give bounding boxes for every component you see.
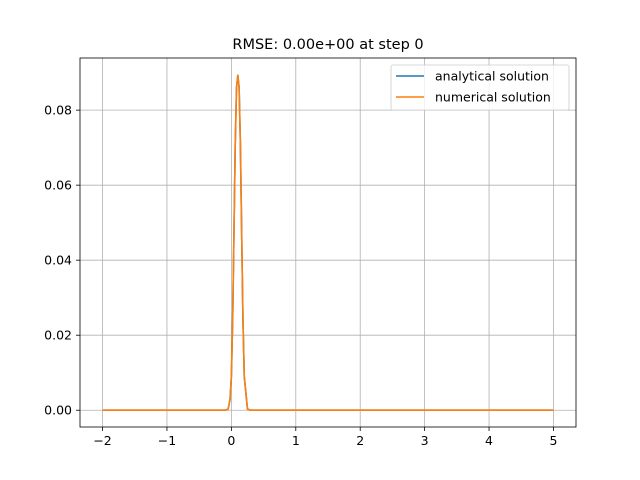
y-tick-label: 0.04 [44,253,72,268]
y-tick-label: 0.06 [44,178,72,193]
x-tick-label: 0 [227,433,235,448]
legend-box [390,64,570,111]
x-tick-label: 5 [549,433,557,448]
series-line-numerical [102,74,554,412]
axis-ticks: −2 −1 0 1 2 3 4 5 0.00 0.02 0.04 0.06 0.08 [44,103,557,448]
y-tick-label: 0.00 [44,403,72,418]
legend: analytical solution numerical solution [390,64,570,111]
x-tick-label: 4 [485,433,493,448]
legend-label-analytical: analytical solution [435,69,549,84]
x-tick-label: −1 [158,433,176,448]
x-tick-label: −2 [93,433,111,448]
chart-title: RMSE: 0.00e+00 at step 0 [232,37,423,53]
legend-label-numerical: numerical solution [435,90,551,105]
plot-frame [79,57,577,428]
series-lines [102,74,554,412]
y-tick-label: 0.08 [44,103,72,118]
x-tick-label: 2 [356,433,364,448]
x-tick-label: 3 [421,433,429,448]
y-tick-label: 0.02 [44,328,72,343]
x-tick-label: 1 [292,433,300,448]
